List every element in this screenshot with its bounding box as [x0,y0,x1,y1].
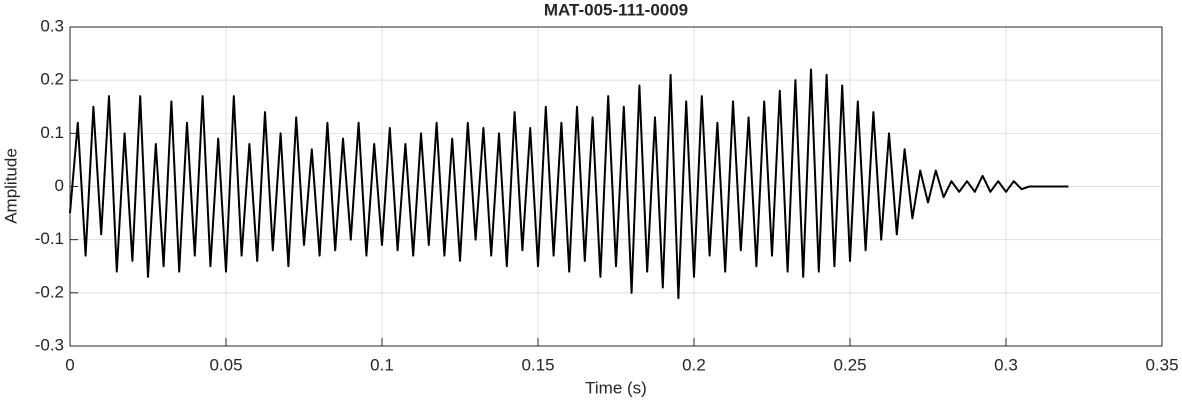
x-tick-label: 0.2 [682,355,706,374]
x-tick-label: 0.1 [370,355,394,374]
chart-title: MAT-005-111-0009 [544,0,688,19]
x-tick-label: 0.3 [994,355,1018,374]
y-tick-label: -0.2 [35,282,64,301]
waveform-line [69,68,1069,300]
y-tick-label: -0.1 [35,229,64,248]
y-tick-label: -0.3 [35,335,64,354]
y-tick-label: 0 [55,176,64,195]
y-tick-label: 0.3 [40,16,64,35]
x-tick-label: 0.35 [1145,355,1178,374]
x-tick-label: 0.15 [521,355,554,374]
x-tick-label: 0.05 [209,355,242,374]
y-axis-label: Amplitude [1,148,20,224]
y-tick-label: 0.2 [40,70,64,89]
x-axis-label: Time (s) [585,378,647,397]
x-tick-label: 0.25 [833,355,866,374]
y-tick-label: 0.1 [40,123,64,142]
plot-frame [69,26,1163,347]
x-tick-label: 0 [65,355,74,374]
